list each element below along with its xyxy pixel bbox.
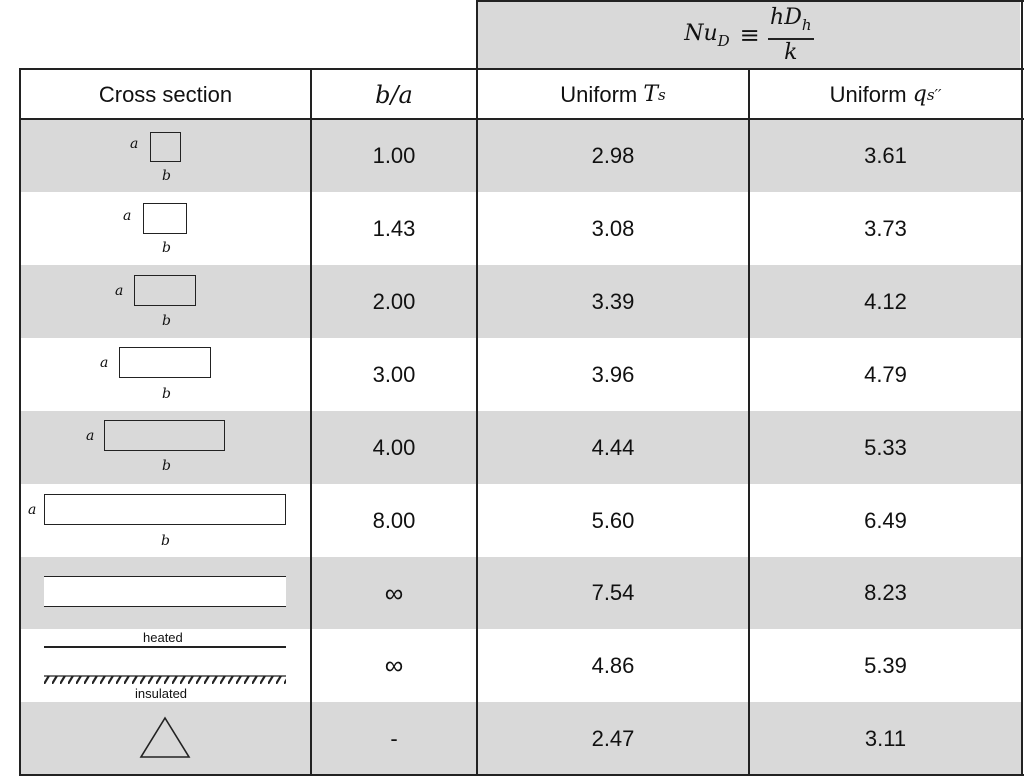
uniform-t-cell: 3.08	[591, 215, 635, 241]
side-b-label: b	[162, 168, 171, 184]
ratio-cell: 4.00	[372, 434, 416, 460]
uniform-t-cell: 4.86	[591, 652, 635, 678]
row-bg-3	[20, 265, 1022, 338]
side-b-label: b	[162, 240, 171, 256]
rect-section-icon	[119, 347, 211, 378]
heated-plate-icon	[44, 646, 286, 648]
grid-line	[19, 68, 1024, 70]
triangle-section-icon	[139, 716, 191, 758]
grid-line	[19, 68, 21, 776]
ratio-cell: 2.00	[372, 288, 416, 314]
nusselt-formula: NuD ≡ hDh k	[478, 2, 1020, 68]
uniform-t-cell: 3.39	[591, 288, 635, 314]
formula-fraction: hDh k	[767, 5, 814, 66]
uniform-q-cell: 3.61	[864, 143, 907, 168]
side-a-label: a	[28, 502, 37, 518]
grid-line	[476, 0, 478, 776]
grid-line	[310, 68, 312, 776]
insulated-plate-icon	[44, 675, 286, 684]
ratio-cell: -	[390, 725, 398, 751]
uniform-q-cell: 4.12	[864, 288, 907, 314]
header-uniform-q: Uniform q s ′′	[829, 81, 942, 108]
row-bg-1	[20, 120, 1022, 192]
parallel-plates-icon	[44, 576, 286, 607]
rect-section-icon	[134, 275, 196, 306]
row-bg-9	[20, 702, 1022, 775]
rect-section-icon	[143, 203, 187, 234]
grid-line	[19, 118, 1024, 120]
side-a-label: a	[130, 136, 139, 152]
uniform-t-cell: 5.60	[591, 507, 635, 533]
side-a-label: a	[86, 428, 95, 444]
ratio-cell: 1.43	[372, 215, 416, 241]
square-section-icon	[150, 132, 181, 162]
rect-section-icon	[104, 420, 225, 451]
uniform-q-cell: 5.33	[864, 434, 907, 460]
ratio-cell: 3.00	[372, 361, 416, 387]
heated-label: heated	[143, 630, 183, 645]
uniform-q-cell: 8.23	[864, 580, 907, 605]
side-a-label: a	[115, 283, 124, 299]
side-a-label: a	[123, 208, 132, 224]
formula-equiv: ≡	[739, 21, 760, 49]
rect-section-icon	[44, 494, 286, 525]
side-b-label: b	[161, 533, 170, 549]
grid-line	[19, 774, 1024, 776]
grid-line	[476, 0, 1024, 2]
row-bg-5	[20, 411, 1022, 484]
uniform-q-cell: 5.39	[864, 652, 907, 678]
uniform-t-cell: 4.44	[591, 434, 635, 460]
insulated-label: insulated	[135, 686, 188, 701]
header-ratio: b/a	[375, 80, 413, 109]
formula-lhs: NuD	[684, 20, 730, 50]
side-a-label: a	[100, 355, 109, 371]
uniform-q-cell: 3.11	[864, 725, 907, 751]
ratio-cell: 8.00	[372, 507, 416, 533]
uniform-q-cell: 4.79	[864, 361, 907, 387]
uniform-t-cell: 2.47	[591, 725, 635, 751]
ratio-cell: ∞	[384, 577, 404, 608]
ratio-cell: ∞	[384, 650, 404, 680]
header-cross-section: Cross section	[98, 81, 233, 107]
uniform-t-cell: 7.54	[591, 580, 635, 605]
ratio-cell: 1.00	[372, 143, 416, 168]
uniform-t-cell: 3.96	[591, 361, 635, 387]
side-b-label: b	[162, 313, 171, 329]
side-b-label: b	[162, 386, 171, 402]
grid-line	[748, 68, 750, 776]
grid-line	[1021, 0, 1023, 776]
uniform-q-cell: 3.73	[864, 215, 907, 241]
uniform-q-cell: 6.49	[864, 507, 907, 533]
uniform-t-cell: 2.98	[591, 143, 635, 168]
side-b-label: b	[162, 458, 171, 474]
